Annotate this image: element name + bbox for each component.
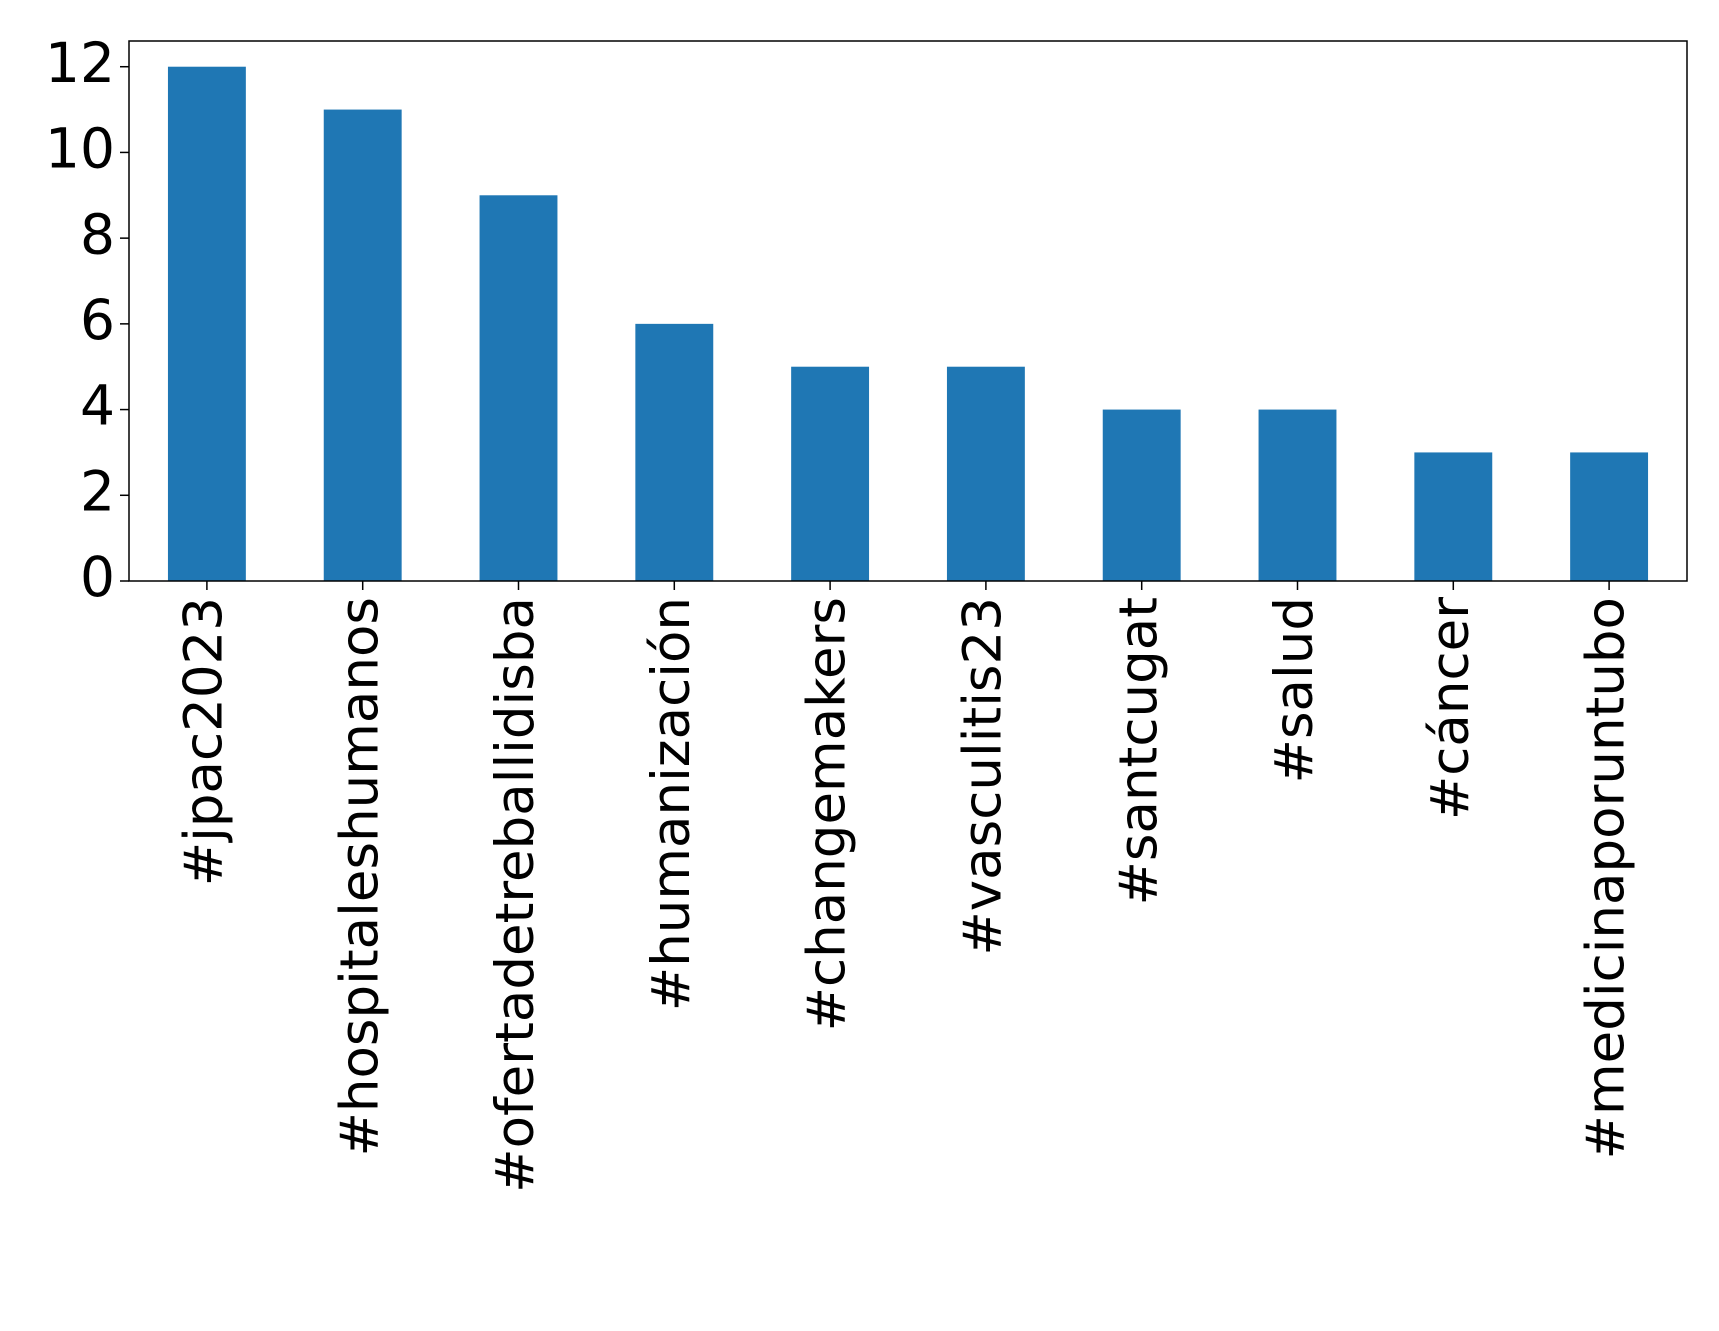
x-tick-label: #humanización — [641, 597, 702, 1011]
y-tick-label: 12 — [45, 31, 115, 95]
bar — [167, 66, 246, 581]
x-tick-label: #santcugat — [1108, 597, 1169, 906]
x-tick-label: #vasculitis23 — [953, 597, 1014, 956]
bar — [1570, 452, 1649, 581]
bar — [791, 366, 870, 581]
bar — [479, 195, 558, 582]
y-tick-label: 4 — [80, 374, 115, 438]
x-tick-label: #cáncer — [1420, 597, 1481, 820]
x-tick-label: #medicinaporuntubo — [1576, 597, 1637, 1159]
bar — [635, 323, 714, 581]
x-tick-label: #salud — [1264, 597, 1325, 783]
y-tick-label: 10 — [45, 117, 115, 181]
y-tick-label: 6 — [80, 288, 115, 352]
plot-frame — [128, 40, 1688, 582]
y-tick-label: 8 — [80, 202, 115, 266]
x-tick-label: #changemakers — [797, 597, 858, 1031]
bar — [946, 366, 1025, 581]
x-tick-label: #jpac2023 — [174, 597, 235, 886]
x-tick-label: #hospitaleshumanos — [329, 597, 390, 1157]
bar — [323, 109, 402, 582]
y-tick-label: 0 — [80, 545, 115, 609]
bar — [1102, 409, 1181, 581]
bar — [1414, 452, 1493, 581]
x-tick-label: #ofertadetreballidisba — [485, 597, 546, 1193]
bar — [1258, 409, 1337, 581]
y-tick-label: 2 — [80, 459, 115, 523]
